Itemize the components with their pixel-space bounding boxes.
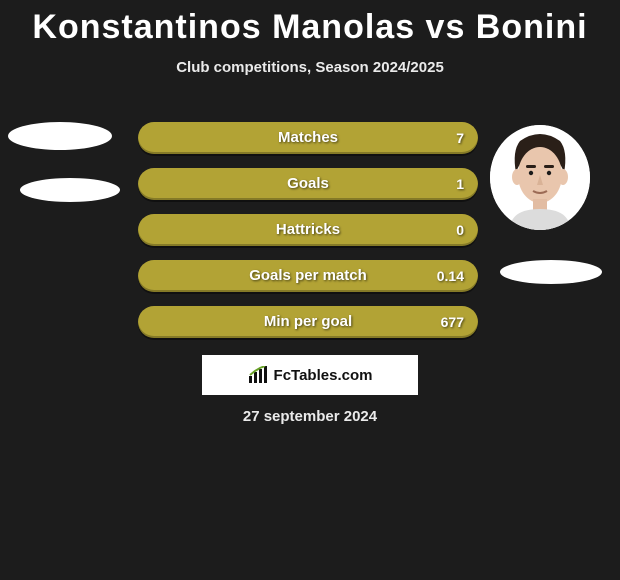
page-subtitle: Club competitions, Season 2024/2025 bbox=[0, 59, 620, 76]
stat-value: 677 bbox=[441, 306, 464, 338]
player1-shape-1 bbox=[8, 122, 112, 150]
person-icon bbox=[490, 125, 590, 230]
stat-row-hattricks: Hattricks 0 bbox=[138, 214, 478, 246]
stat-row-matches: Matches 7 bbox=[138, 122, 478, 154]
player1-shape-2 bbox=[20, 178, 120, 202]
stat-row-goals: Goals 1 bbox=[138, 168, 478, 200]
footer-date: 27 september 2024 bbox=[0, 408, 620, 425]
stat-label: Min per goal bbox=[138, 306, 478, 338]
stat-label: Matches bbox=[138, 122, 478, 154]
player2-shape-1 bbox=[500, 260, 602, 284]
stat-label: Hattricks bbox=[138, 214, 478, 246]
stat-row-min-per-goal: Min per goal 677 bbox=[138, 306, 478, 338]
stat-value: 7 bbox=[456, 122, 464, 154]
stat-row-goals-per-match: Goals per match 0.14 bbox=[138, 260, 478, 292]
page-title: Konstantinos Manolas vs Bonini bbox=[0, 0, 620, 47]
brand-text: FcTables.com bbox=[274, 367, 373, 384]
player2-avatar bbox=[490, 125, 590, 230]
stat-label: Goals bbox=[138, 168, 478, 200]
brand-box: FcTables.com bbox=[202, 355, 418, 395]
stat-label: Goals per match bbox=[138, 260, 478, 292]
stat-value: 1 bbox=[456, 168, 464, 200]
bar-chart-icon bbox=[248, 366, 270, 384]
stat-value: 0 bbox=[456, 214, 464, 246]
stats-bars: Matches 7 Goals 1 Hattricks 0 Goals per … bbox=[138, 122, 478, 352]
stat-value: 0.14 bbox=[437, 260, 464, 292]
